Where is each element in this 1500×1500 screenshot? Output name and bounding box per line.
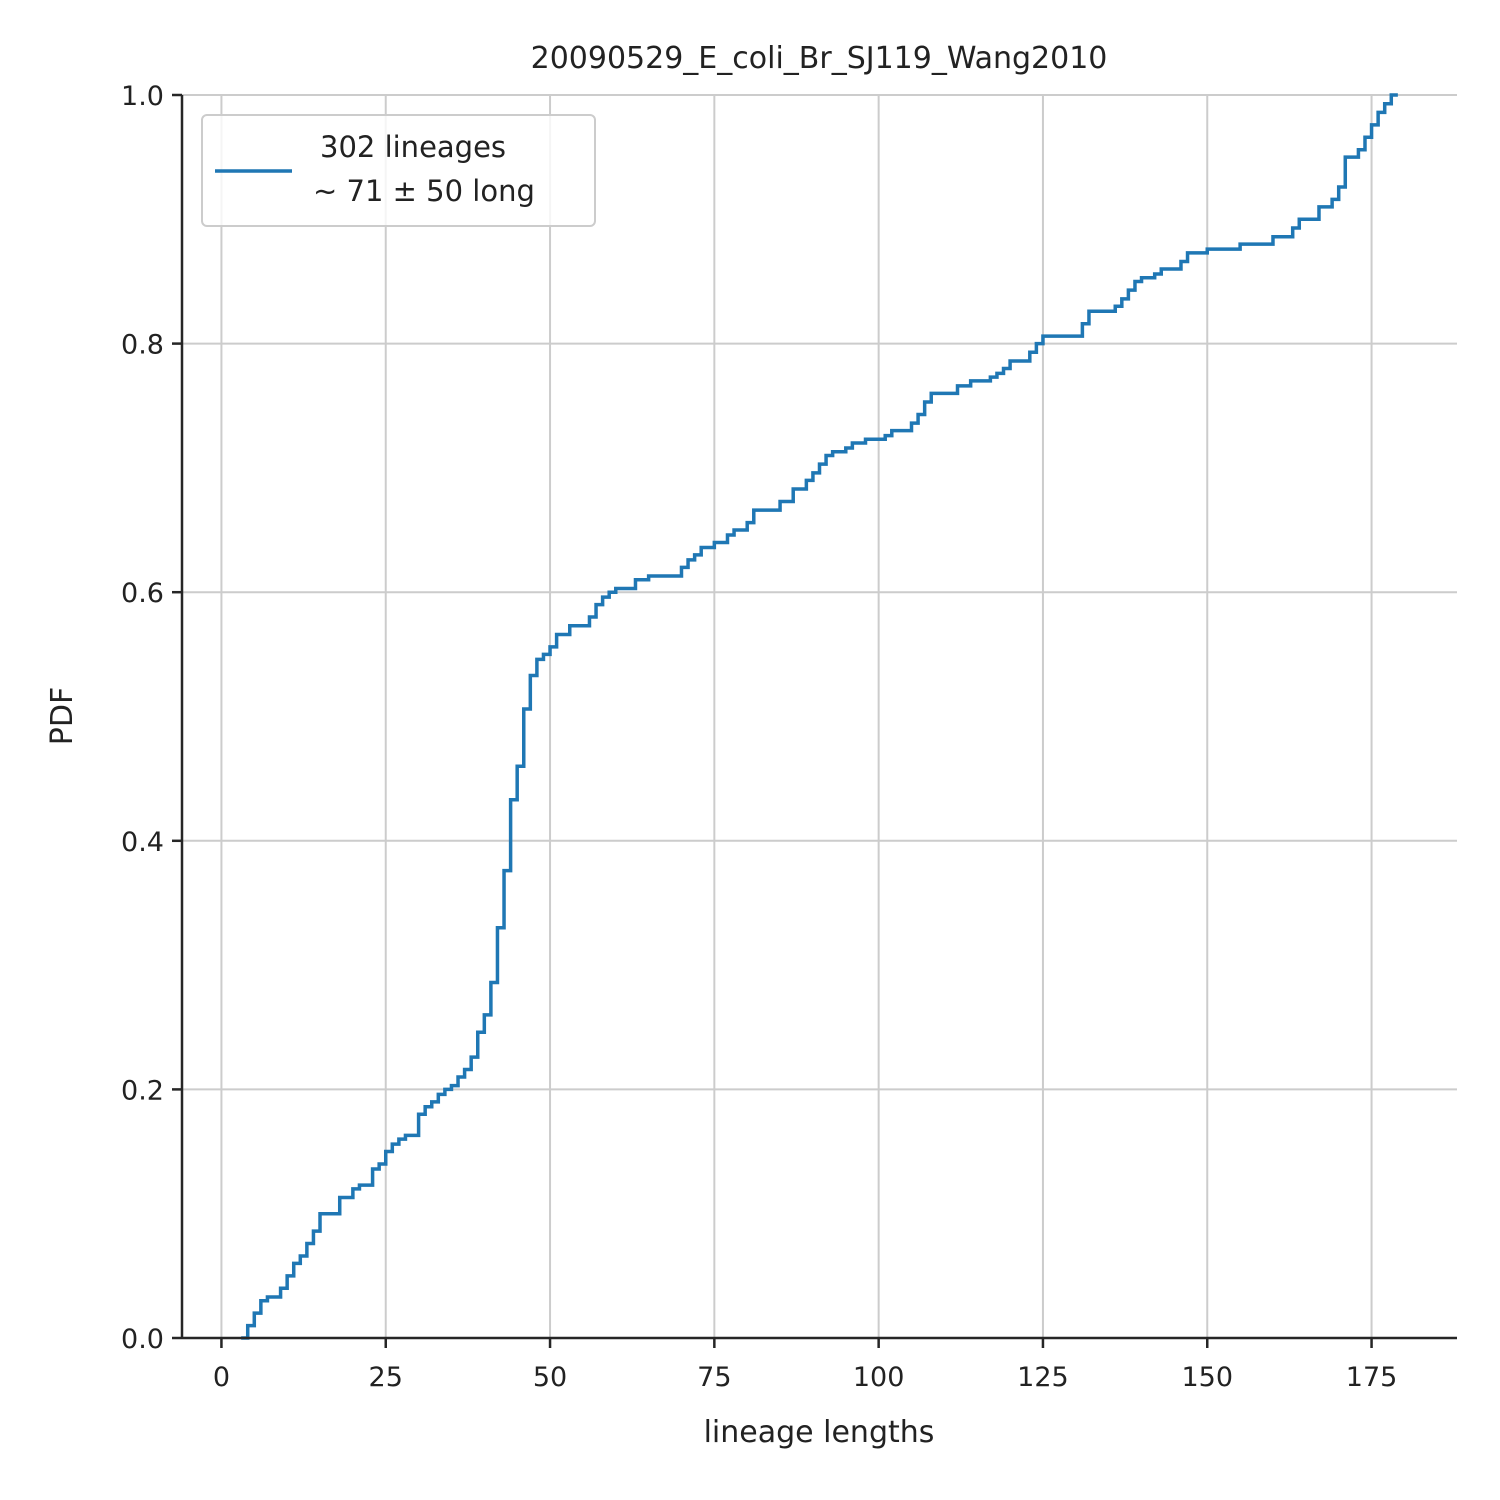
chart-title: 20090529_E_coli_Br_SJ119_Wang2010 (531, 41, 1108, 76)
y-axis-label: PDF (45, 687, 80, 745)
x-tick-label: 100 (853, 1362, 905, 1393)
y-tick-label: 1.0 (121, 81, 164, 112)
x-tick-label: 75 (697, 1362, 731, 1393)
x-tick-label: 175 (1346, 1362, 1398, 1393)
x-axis-label: lineage lengths (704, 1415, 935, 1450)
legend: 302 lineages ∼ 71 ± 50 long (201, 114, 596, 227)
x-tick-label: 50 (533, 1362, 567, 1393)
axes-layer (180, 95, 1457, 1340)
legend-frame (201, 114, 596, 227)
series-line (241, 93, 1398, 1340)
y-tick-label: 0.6 (121, 578, 164, 609)
ticks-layer: 0 25 50 75 100 125 150 175 0.0 0.2 0.4 0.6 0.8 1.0 (121, 81, 1397, 1393)
y-tick-label: 0.4 (121, 827, 164, 858)
legend-line-2: ∼ 71 ± 50 long (313, 174, 535, 208)
legend-line-1: 302 lineages (320, 130, 506, 164)
x-tick-label: 0 (213, 1362, 230, 1393)
y-tick-label: 0.2 (121, 1075, 164, 1106)
x-tick-label: 125 (1017, 1362, 1069, 1393)
y-tick-label: 0.0 (121, 1324, 164, 1355)
x-tick-label: 25 (369, 1362, 403, 1393)
series-layer (241, 93, 1398, 1340)
y-tick-label: 0.8 (121, 330, 164, 361)
x-tick-label: 150 (1181, 1362, 1233, 1393)
